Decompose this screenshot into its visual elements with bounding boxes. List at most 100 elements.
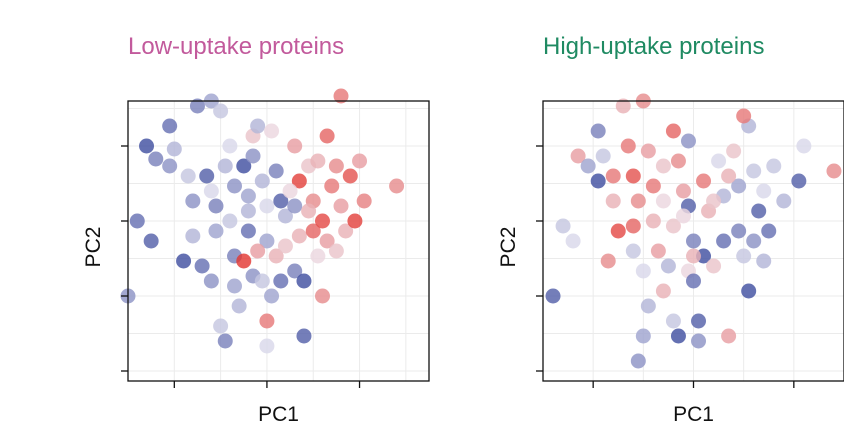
- left-point-67: [328, 243, 344, 259]
- left-point-36: [264, 123, 280, 139]
- right-point-49: [721, 328, 737, 344]
- left-plot-frame: [127, 100, 430, 382]
- left-point-2: [129, 213, 145, 229]
- right-point-56: [746, 163, 762, 179]
- right-point-21: [645, 213, 661, 229]
- right-point-14: [625, 168, 641, 184]
- left-point-58: [305, 223, 321, 239]
- left-point-66: [333, 198, 349, 214]
- right-point-71: [706, 193, 722, 209]
- right-point-17: [635, 263, 651, 279]
- left-point-70: [342, 168, 358, 184]
- right-point-29: [675, 183, 691, 199]
- right-point-45: [706, 258, 722, 274]
- left-point-50: [291, 173, 307, 189]
- left-point-8: [180, 168, 196, 184]
- right-point-67: [791, 173, 807, 189]
- left-point-28: [213, 318, 229, 334]
- right-point-53: [736, 248, 752, 264]
- left-point-75: [356, 193, 372, 209]
- right-point-57: [751, 203, 767, 219]
- right-point-35: [680, 133, 696, 149]
- right-point-60: [761, 223, 777, 239]
- right-point-22: [640, 298, 656, 314]
- left-point-83: [245, 148, 261, 164]
- left-point-46: [273, 273, 289, 289]
- left-point-74: [352, 153, 368, 169]
- left-point-44: [277, 208, 293, 224]
- left-point-3: [143, 233, 159, 249]
- left-ticks: [121, 145, 361, 388]
- left-point-59: [310, 248, 326, 264]
- left-point-9: [185, 193, 201, 209]
- left-point-25: [227, 278, 243, 294]
- left-point-37: [254, 173, 270, 189]
- left-points: [120, 88, 405, 354]
- right-point-74: [625, 218, 641, 234]
- right-point-62: [741, 283, 757, 299]
- right-point-10: [600, 253, 616, 269]
- right-point-69: [826, 163, 842, 179]
- right-point-24: [630, 353, 646, 369]
- right-x-axis-label: PC1: [673, 403, 714, 424]
- left-point-81: [282, 183, 298, 199]
- right-point-9: [605, 193, 621, 209]
- left-point-62: [319, 233, 335, 249]
- right-point-20: [645, 178, 661, 194]
- left-point-40: [254, 273, 270, 289]
- left-x-axis-label: PC1: [258, 403, 299, 424]
- right-point-1: [555, 218, 571, 234]
- right-point-61: [756, 253, 772, 269]
- left-point-0: [139, 138, 155, 154]
- left-point-78: [250, 243, 266, 259]
- left-point-5: [162, 118, 178, 134]
- right-ticks: [536, 145, 795, 388]
- left-y-axis-label: PC2: [82, 227, 105, 268]
- right-point-34: [670, 328, 686, 344]
- right-point-2: [570, 148, 586, 164]
- left-point-54: [296, 273, 312, 289]
- left-point-64: [319, 128, 335, 144]
- right-point-25: [650, 243, 666, 259]
- left-point-1: [148, 151, 164, 167]
- left-point-61: [310, 153, 326, 169]
- right-point-12: [615, 98, 631, 114]
- left-point-7: [166, 141, 182, 157]
- left-point-35: [250, 118, 266, 134]
- left-point-68: [314, 288, 330, 304]
- right-point-31: [660, 258, 676, 274]
- right-point-30: [665, 218, 681, 234]
- left-point-21: [222, 138, 238, 154]
- left-point-82: [203, 183, 219, 199]
- left-point-14: [208, 198, 224, 214]
- left-point-30: [240, 188, 256, 204]
- right-point-63: [766, 158, 782, 174]
- right-point-75: [686, 248, 701, 264]
- left-point-48: [259, 338, 275, 354]
- right-point-40: [691, 313, 707, 329]
- left-point-22: [227, 178, 243, 194]
- right-point-70: [675, 208, 691, 224]
- left-point-15: [208, 223, 224, 239]
- right-point-68: [796, 138, 812, 154]
- left-point-76: [389, 178, 405, 194]
- left-point-23: [222, 213, 238, 229]
- right-point-3: [565, 233, 581, 249]
- left-point-17: [194, 258, 210, 274]
- left-point-6: [162, 158, 178, 174]
- left-point-11: [189, 98, 205, 114]
- right-point-16: [625, 243, 641, 259]
- right-point-0: [545, 288, 561, 304]
- left-point-26: [231, 298, 247, 314]
- right-point-7: [595, 148, 611, 164]
- right-scatter-panel: PC1 PC2: [497, 93, 844, 424]
- left-point-71: [347, 213, 363, 229]
- left-point-18: [203, 273, 219, 289]
- right-point-39: [686, 273, 701, 289]
- left-point-60: [314, 213, 330, 229]
- left-scatter-panel: PC1 PC2: [82, 88, 430, 424]
- right-point-66: [776, 193, 792, 209]
- right-point-41: [691, 333, 707, 349]
- right-point-55: [736, 108, 752, 124]
- left-point-45: [268, 248, 284, 264]
